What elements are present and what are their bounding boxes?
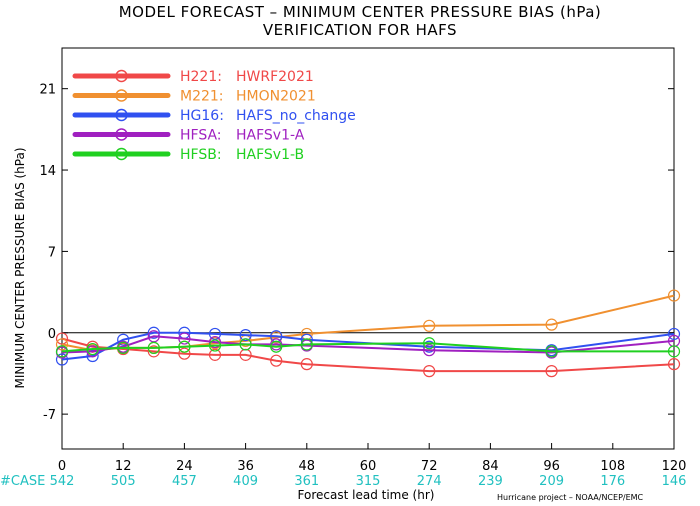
y-tick-label: 14 xyxy=(39,164,56,179)
y-tick-label: 7 xyxy=(48,245,56,260)
data-point xyxy=(208,348,222,361)
case-count: 361 xyxy=(294,474,319,489)
data-point xyxy=(270,354,283,367)
credit-text: Hurricane project – NOAA/NCEP/EMC xyxy=(497,493,644,502)
data-point xyxy=(208,339,222,352)
data-point xyxy=(55,353,69,366)
data-point xyxy=(147,326,160,339)
data-point xyxy=(55,338,69,351)
data-point xyxy=(423,337,436,350)
data-point xyxy=(208,327,222,341)
case-count: 315 xyxy=(356,474,381,489)
y-axis-label: MINIMUM CENTER PRESSURE BIAS (hPa) xyxy=(13,147,27,388)
x-tick-label: 72 xyxy=(421,459,438,474)
case-count: 146 xyxy=(662,474,687,489)
data-point xyxy=(300,358,313,371)
data-point xyxy=(300,338,313,351)
case-count: 209 xyxy=(539,474,564,489)
data-point xyxy=(147,345,160,358)
data-point xyxy=(86,342,99,356)
data-point xyxy=(239,338,252,351)
data-point xyxy=(55,332,69,345)
data-point xyxy=(117,341,130,354)
chart-subtitle: VERIFICATION FOR HAFS xyxy=(263,21,457,39)
y-tick-label: 21 xyxy=(39,83,56,98)
legend-code: M221: xyxy=(180,89,224,105)
data-point xyxy=(178,332,191,345)
legend-name: HWRF2021 xyxy=(236,69,314,85)
legend-marker xyxy=(115,147,128,161)
y-tick-label: -7 xyxy=(43,408,56,423)
case-label: #CASE xyxy=(0,474,45,489)
x-tick-label: 36 xyxy=(237,459,254,474)
data-point xyxy=(545,365,558,378)
data-point xyxy=(55,345,69,358)
case-count: 457 xyxy=(172,474,197,489)
legend-code: H221: xyxy=(180,69,222,85)
case-count: 274 xyxy=(417,474,442,489)
x-tick-label: 48 xyxy=(299,459,316,474)
data-point xyxy=(423,340,436,353)
data-point xyxy=(270,340,283,353)
legend-name: HMON2021 xyxy=(236,89,316,105)
plot-area: -707142105421250524457364094836160315722… xyxy=(39,47,687,489)
legend-marker xyxy=(115,108,128,122)
data-point xyxy=(667,327,681,341)
legend-code: HFSB: xyxy=(180,147,222,163)
data-point xyxy=(423,344,436,357)
y-tick-label: 0 xyxy=(48,327,56,342)
data-point xyxy=(178,340,191,353)
legend-marker xyxy=(115,69,128,83)
legend-name: HAFSv1-B xyxy=(236,147,304,163)
data-point xyxy=(423,365,436,378)
case-count: 542 xyxy=(50,474,75,489)
case-count: 409 xyxy=(233,474,258,489)
data-point xyxy=(117,333,130,346)
legend-code: HFSA: xyxy=(180,128,222,144)
data-point xyxy=(667,358,681,371)
data-point xyxy=(147,330,160,343)
legend-marker xyxy=(115,89,128,102)
legend-name: HAFS_no_change xyxy=(236,108,356,124)
x-axis-label: Forecast lead time (hr) xyxy=(298,488,435,502)
data-point xyxy=(208,335,222,349)
chart-title: MODEL FORECAST – MINIMUM CENTER PRESSURE… xyxy=(119,3,602,21)
data-point xyxy=(545,345,558,358)
case-count: 239 xyxy=(478,474,503,489)
plot-frame xyxy=(61,47,675,450)
legend-marker xyxy=(115,128,128,141)
x-tick-label: 0 xyxy=(58,459,66,474)
case-count: 505 xyxy=(111,474,136,489)
x-tick-label: 12 xyxy=(115,459,132,474)
x-tick-label: 84 xyxy=(482,459,499,474)
x-tick-label: 108 xyxy=(600,459,625,474)
legend-name: HAFSv1-A xyxy=(236,128,305,144)
data-point xyxy=(423,319,436,332)
legend-code: HG16: xyxy=(180,108,224,124)
data-point xyxy=(667,289,681,302)
x-tick-label: 96 xyxy=(543,459,560,474)
case-count: 176 xyxy=(600,474,625,489)
data-point xyxy=(545,318,558,331)
data-point xyxy=(147,341,160,354)
data-point xyxy=(667,345,681,358)
x-tick-label: 120 xyxy=(662,459,687,474)
x-tick-label: 24 xyxy=(176,459,193,474)
data-point xyxy=(178,347,191,360)
data-point xyxy=(239,328,252,342)
x-tick-label: 60 xyxy=(360,459,377,474)
